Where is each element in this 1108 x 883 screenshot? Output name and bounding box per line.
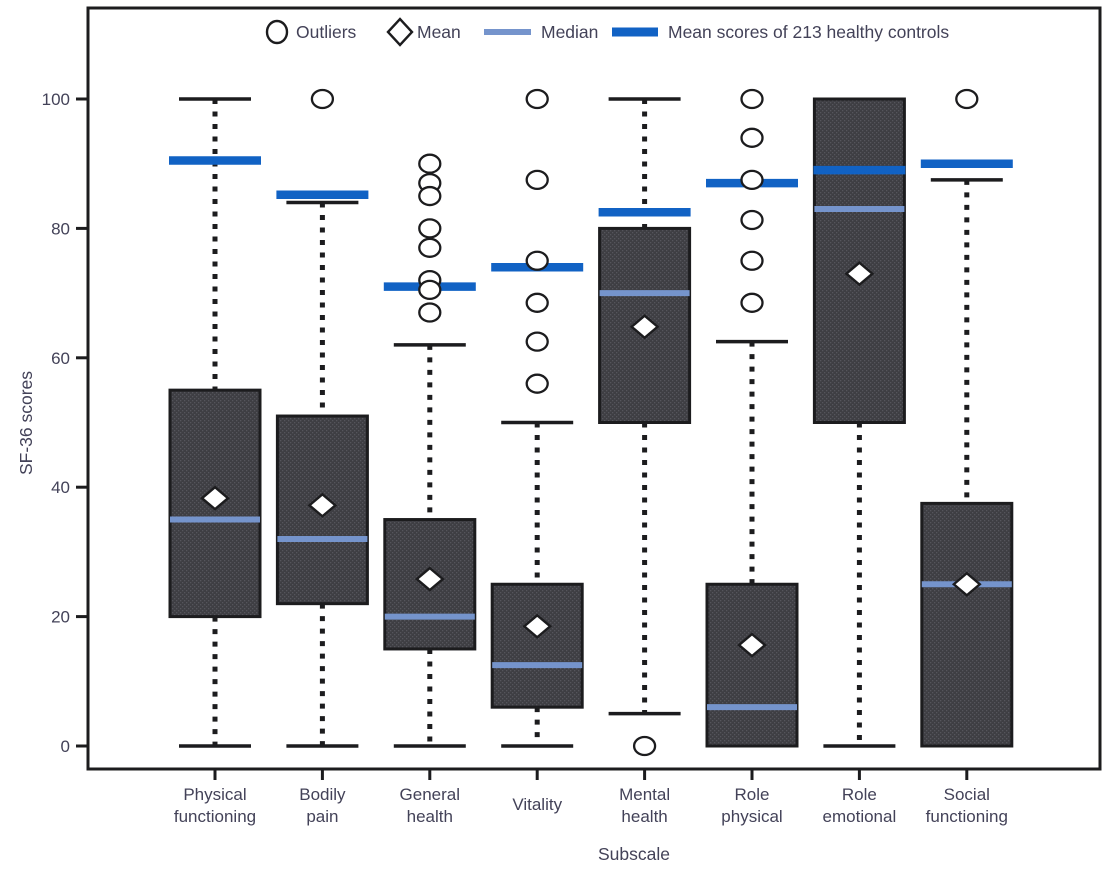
- outlier-circle: [310, 88, 335, 110]
- outlier-circle: [525, 292, 549, 313]
- mean-diamond: [200, 485, 230, 511]
- mean-diamond: [629, 314, 660, 340]
- outlier-circle: [955, 88, 979, 110]
- outlier-circle: [525, 88, 549, 110]
- y-tick-label: 40: [51, 478, 70, 497]
- outlier-circle: [740, 250, 764, 271]
- box-group-role-physical: [705, 88, 799, 748]
- box-group-physical-functioning: [168, 97, 262, 748]
- x-category-label: General: [400, 785, 460, 804]
- x-category-label: Social: [944, 785, 990, 804]
- x-category-label: health: [621, 807, 667, 826]
- mean-diamond: [844, 261, 875, 287]
- legend-median-icon: [484, 29, 531, 35]
- y-tick-label: 80: [51, 219, 70, 238]
- y-tick-label: 60: [51, 349, 70, 368]
- outlier-circle: [740, 127, 764, 148]
- mean-diamond: [737, 632, 767, 658]
- outlier-circle: [632, 735, 657, 757]
- legend-median-label: Median: [541, 22, 598, 42]
- mean-diamond: [522, 613, 553, 639]
- mean-diamond: [307, 492, 338, 518]
- outlier-circle: [525, 250, 549, 271]
- box-group-mental-health: [598, 97, 692, 757]
- x-category-label: Vitality: [512, 795, 562, 814]
- x-category-label: Physical: [183, 785, 246, 804]
- y-tick-label: 0: [61, 737, 70, 756]
- x-category-label: functioning: [926, 807, 1008, 826]
- x-category-label: functioning: [174, 807, 256, 826]
- x-category-label: Role: [842, 785, 877, 804]
- outlier-circle: [740, 292, 764, 313]
- mean-diamond: [414, 566, 445, 592]
- x-category-label: Bodily: [299, 785, 346, 804]
- plot-frame: [86, 6, 1102, 771]
- box-group-role-emotional: [812, 97, 906, 748]
- iqr-box: [920, 501, 1014, 748]
- x-category-label: health: [407, 807, 453, 826]
- box-group-vitality: [490, 88, 584, 748]
- legend-healthy-controls-label: Mean scores of 213 healthy controls: [668, 22, 949, 42]
- outlier-circle: [418, 218, 442, 239]
- box-group-bodily-pain: [275, 88, 369, 748]
- legend-outliers-label: Outliers: [296, 22, 357, 42]
- y-tick-label: 20: [51, 608, 70, 627]
- iqr-box: [490, 582, 584, 709]
- outlier-circle: [525, 373, 549, 394]
- outlier-circle: [418, 185, 442, 207]
- x-category-label: physical: [721, 807, 782, 826]
- legend-outlier-icon: [265, 19, 289, 45]
- iqr-box: [705, 582, 799, 748]
- x-axis-title: Subscale: [598, 844, 670, 864]
- outlier-circle: [418, 153, 442, 174]
- outlier-circle: [418, 279, 442, 301]
- x-category-label: Role: [735, 785, 770, 804]
- legend-mean-label: Mean: [417, 22, 461, 42]
- outlier-circle: [740, 88, 764, 110]
- legend-mean-icon: [386, 17, 414, 47]
- outlier-circle: [418, 302, 442, 323]
- y-axis-title: SF-36 scores: [16, 371, 36, 475]
- outlier-circle: [418, 237, 442, 258]
- outlier-circle: [740, 169, 764, 191]
- outlier-circle: [525, 169, 549, 191]
- y-tick-label: 100: [42, 90, 70, 109]
- x-category-label: emotional: [823, 807, 897, 826]
- x-category-label: Mental: [619, 785, 670, 804]
- mean-diamond: [951, 571, 982, 597]
- iqr-box: [812, 97, 906, 424]
- x-category-label: pain: [306, 807, 338, 826]
- legend-healthy-controls-icon: [612, 27, 658, 37]
- box-group-social-functioning: [920, 88, 1014, 748]
- outlier-circle: [525, 331, 549, 352]
- box-group-general-health: [383, 153, 477, 748]
- outlier-circle: [740, 209, 764, 231]
